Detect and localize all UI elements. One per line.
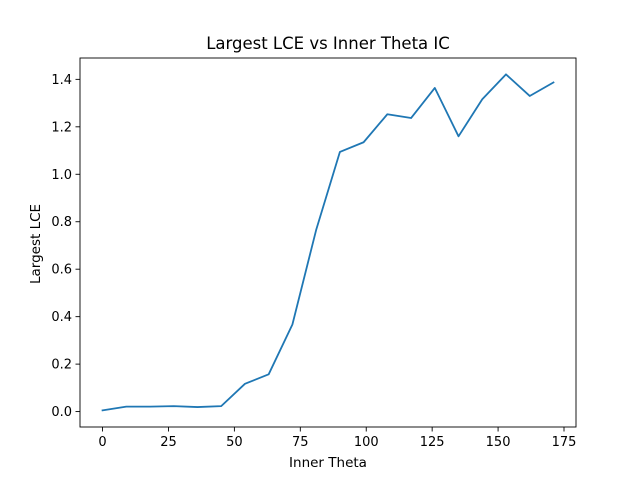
y-tick-label: 0.2 xyxy=(51,358,72,373)
series-line-0 xyxy=(101,73,555,412)
plot-area xyxy=(101,73,555,412)
y-tick-label: 0.4 xyxy=(51,310,72,325)
y-axis-label: Largest LCE xyxy=(28,204,44,284)
y-tick-label: 0.6 xyxy=(51,263,72,278)
x-tick-label: 50 xyxy=(226,435,243,450)
x-tick-label: 75 xyxy=(292,435,309,450)
x-tick-label: 175 xyxy=(552,435,577,450)
x-tick-label: 100 xyxy=(354,435,379,450)
x-tick-label: 150 xyxy=(486,435,511,450)
x-tick-label: 125 xyxy=(420,435,445,450)
y-tick-label: 0.0 xyxy=(51,405,72,420)
axes: 0 25 50 75 100 125 150 175 0.0 0.2 0.4 0.6 0.8 1.0 1.2… xyxy=(51,57,577,450)
y-tick-label: 1.4 xyxy=(51,73,72,88)
x-axis-label: Inner Theta xyxy=(289,455,367,471)
x-tick-label: 25 xyxy=(160,435,177,450)
chart-title: Largest LCE vs Inner Theta IC xyxy=(206,34,450,53)
y-tick-label: 0.8 xyxy=(51,215,72,230)
x-tick-label: 0 xyxy=(98,435,106,450)
y-tick-label: 1.2 xyxy=(51,120,72,135)
axes-frame xyxy=(79,57,577,428)
y-tick-label: 1.0 xyxy=(51,168,72,183)
